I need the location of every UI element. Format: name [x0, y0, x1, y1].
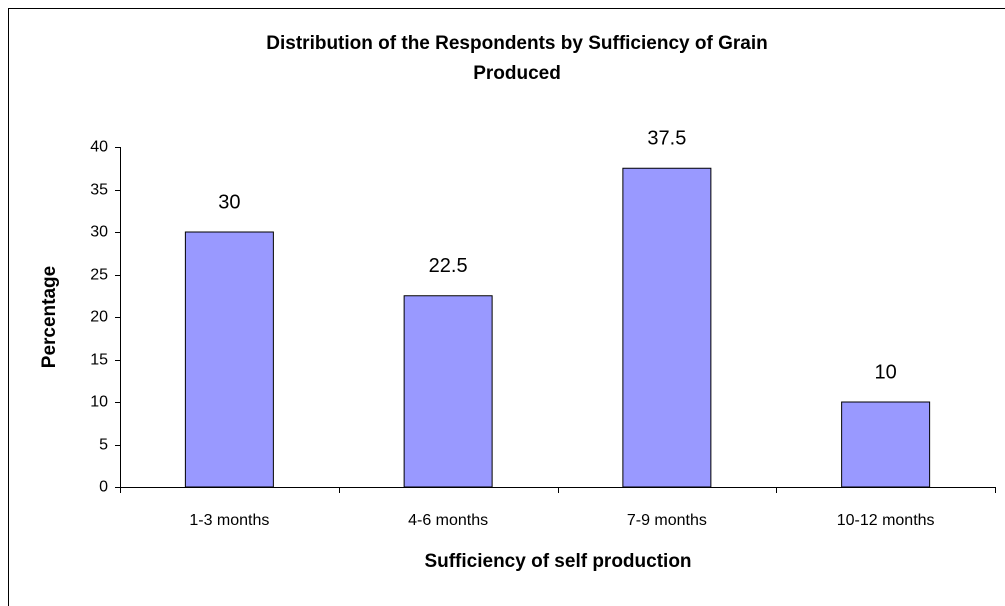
data-label: 37.5	[647, 128, 686, 150]
bar	[403, 295, 493, 488]
y-tick-label: 40	[90, 139, 108, 156]
x-tick-label: 1-3 months	[189, 512, 269, 529]
chart-title: Produced	[473, 63, 561, 84]
bar	[184, 231, 274, 488]
data-label: 10	[875, 361, 897, 383]
y-tick-label: 15	[90, 352, 108, 369]
x-tick-label: 4-6 months	[408, 512, 488, 529]
y-tick-label: 5	[99, 437, 108, 454]
x-tick-label: 10-12 months	[837, 512, 935, 529]
chart-title: Distribution of the Respondents by Suffi…	[266, 33, 767, 54]
y-tick-label: 20	[90, 309, 108, 326]
y-tick-label: 0	[99, 479, 108, 496]
y-tick-label: 10	[90, 394, 108, 411]
data-label: 30	[218, 191, 240, 213]
x-axis-title: Sufficiency of self production	[424, 551, 691, 572]
y-tick-label: 35	[90, 182, 108, 199]
bar	[622, 167, 712, 488]
data-label: 22.5	[429, 255, 468, 277]
y-axis-title: Percentage	[39, 266, 60, 368]
y-tick-label: 25	[90, 267, 108, 284]
x-tick-label: 7-9 months	[627, 512, 707, 529]
bar	[841, 401, 931, 488]
y-tick-label: 30	[90, 224, 108, 241]
